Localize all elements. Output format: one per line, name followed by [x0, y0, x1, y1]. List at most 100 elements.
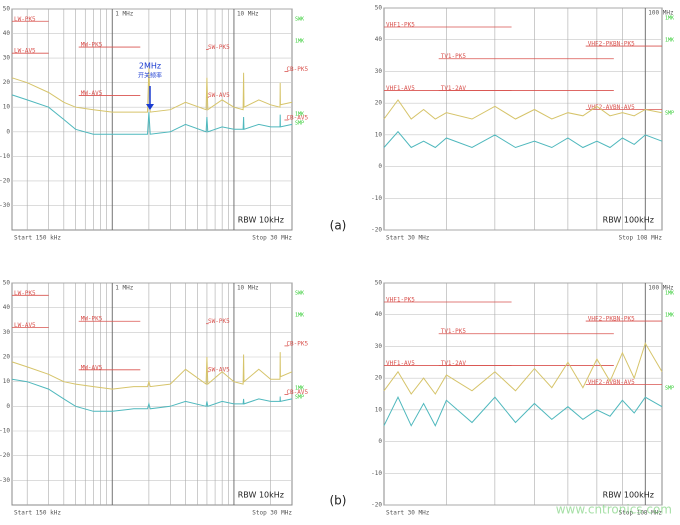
trace [383, 396, 663, 427]
trace [11, 378, 293, 412]
limit-label: CB-PK5 [286, 66, 308, 73]
x-tick-label: 10 MHz [237, 11, 259, 18]
y-tick-label: 10 [3, 104, 11, 111]
y-tick-label: 40 [3, 304, 11, 311]
y-tick-label: -10 [0, 428, 10, 435]
y-tick-label: 0 [6, 403, 10, 410]
annotation-sub: 开关频率 [138, 72, 162, 80]
y-tick-label: 30 [375, 343, 383, 350]
y-tick-label: -20 [371, 502, 382, 509]
limit-label: CB-PK5 [286, 340, 308, 347]
y-tick-label: -10 [0, 153, 10, 160]
limit-label: CB-AV5 [286, 389, 308, 396]
trace [383, 130, 663, 149]
y-tick-label: 50 [375, 280, 383, 287]
trace [11, 94, 293, 135]
y-tick-label: 0 [6, 128, 10, 135]
y-tick-label: -20 [371, 227, 382, 234]
side-label: 1MK [295, 386, 304, 392]
x-tick-label: 100 MHz [648, 10, 674, 17]
y-tick-label: 10 [3, 378, 11, 385]
plot-area [11, 8, 293, 231]
limit-label: LW-AV5 [14, 48, 36, 55]
rbw-label: RBW 10kHz [238, 491, 284, 500]
y-tick-label: 0 [378, 163, 382, 170]
limit-label: VHF1-AV5 [386, 360, 415, 367]
y-tick-label: 30 [3, 55, 11, 62]
limit-label: CB-AV5 [286, 114, 308, 121]
x-tick-label: 1 MHz [115, 285, 133, 292]
y-tick-label: 50 [3, 6, 11, 13]
y-tick-label: 40 [375, 36, 383, 43]
rbw-label: RBW 100kHz [603, 491, 654, 500]
limit-label: MW-AV5 [81, 90, 103, 97]
side-label: SMP [665, 111, 674, 117]
limit-label: LW-PK5 [14, 290, 36, 297]
side-label: SWK [295, 291, 304, 297]
y-tick-label: -20 [0, 452, 10, 459]
y-tick-label: 30 [3, 329, 11, 336]
y-tick-label: 20 [3, 79, 11, 86]
trace [11, 67, 293, 113]
start-label: Start 30 MHz [386, 510, 430, 517]
stop-label: Stop 108 MHz [619, 510, 663, 517]
side-label: 1MK [295, 112, 304, 118]
y-tick-label: 20 [375, 375, 383, 382]
x-tick-label: 100 MHz [648, 285, 674, 292]
limit-label: SW-AV5 [208, 366, 230, 373]
x-tick-label: 1 MHz [115, 11, 133, 18]
limit-label: TV1-2AV [441, 85, 467, 92]
plot-area [383, 282, 663, 506]
y-tick-label: -10 [371, 195, 382, 202]
annotation: 2MHz [139, 62, 161, 71]
rbw-label: RBW 100kHz [603, 216, 654, 225]
limit-label: TV1-2AV [441, 360, 467, 367]
y-tick-label: 20 [375, 100, 383, 107]
limit-label: TV1-PK5 [441, 328, 467, 335]
stop-label: Stop 108 MHz [619, 235, 663, 242]
limit-label: VHF1-PK5 [386, 297, 415, 304]
y-tick-label: 50 [375, 5, 383, 12]
trace [11, 352, 293, 390]
side-label: 1MK [295, 39, 304, 45]
limit-label: MW-AV5 [81, 364, 103, 371]
limit-label: VHF1-AV5 [386, 85, 415, 92]
watermark: www.cntronics.com [556, 503, 672, 517]
limit-label: SW-PK5 [208, 44, 230, 51]
limit-label: TV1-PK5 [441, 53, 467, 60]
panel-label: (a) [330, 219, 347, 233]
plot-area [11, 282, 293, 506]
side-label: 1MK [665, 38, 674, 44]
side-label: 1MK [665, 291, 674, 297]
limit-label: SW-PK5 [208, 318, 230, 325]
limit-label: LW-PK5 [14, 16, 36, 23]
limit-label: VHF2-AVBN-AV5 [588, 104, 635, 111]
limit-label: SW-AV5 [208, 92, 230, 99]
y-tick-label: -10 [371, 470, 382, 477]
annotation-arrowhead [146, 104, 154, 110]
y-tick-label: 10 [375, 131, 383, 138]
side-label: SWK [295, 17, 304, 23]
limit-label: VHF1-PK5 [386, 22, 415, 29]
limit-label: VHF2-PKBN-PK5 [588, 316, 635, 323]
plot-area [383, 7, 663, 231]
y-tick-label: 40 [3, 30, 11, 37]
y-tick-label: 20 [3, 354, 11, 361]
limit-label: VHF2-PKBN-PK5 [588, 41, 635, 48]
y-tick-label: 10 [375, 406, 383, 413]
trace [383, 342, 663, 395]
side-label: 1MK [665, 313, 674, 319]
y-tick-label: 0 [378, 438, 382, 445]
start-label: Start 150 kHz [14, 235, 61, 242]
trace [383, 99, 663, 120]
limit-label: MW-PK5 [81, 42, 103, 49]
start-label: Start 150 kHz [14, 510, 61, 517]
side-label: 1MK [295, 313, 304, 319]
stop-label: Stop 30 MHz [252, 235, 292, 242]
limit-label: LW-AV5 [14, 322, 36, 329]
y-tick-label: 30 [375, 68, 383, 75]
y-tick-label: -30 [0, 477, 10, 484]
limit-label: MW-PK5 [81, 316, 103, 323]
y-tick-label: 40 [375, 311, 383, 318]
